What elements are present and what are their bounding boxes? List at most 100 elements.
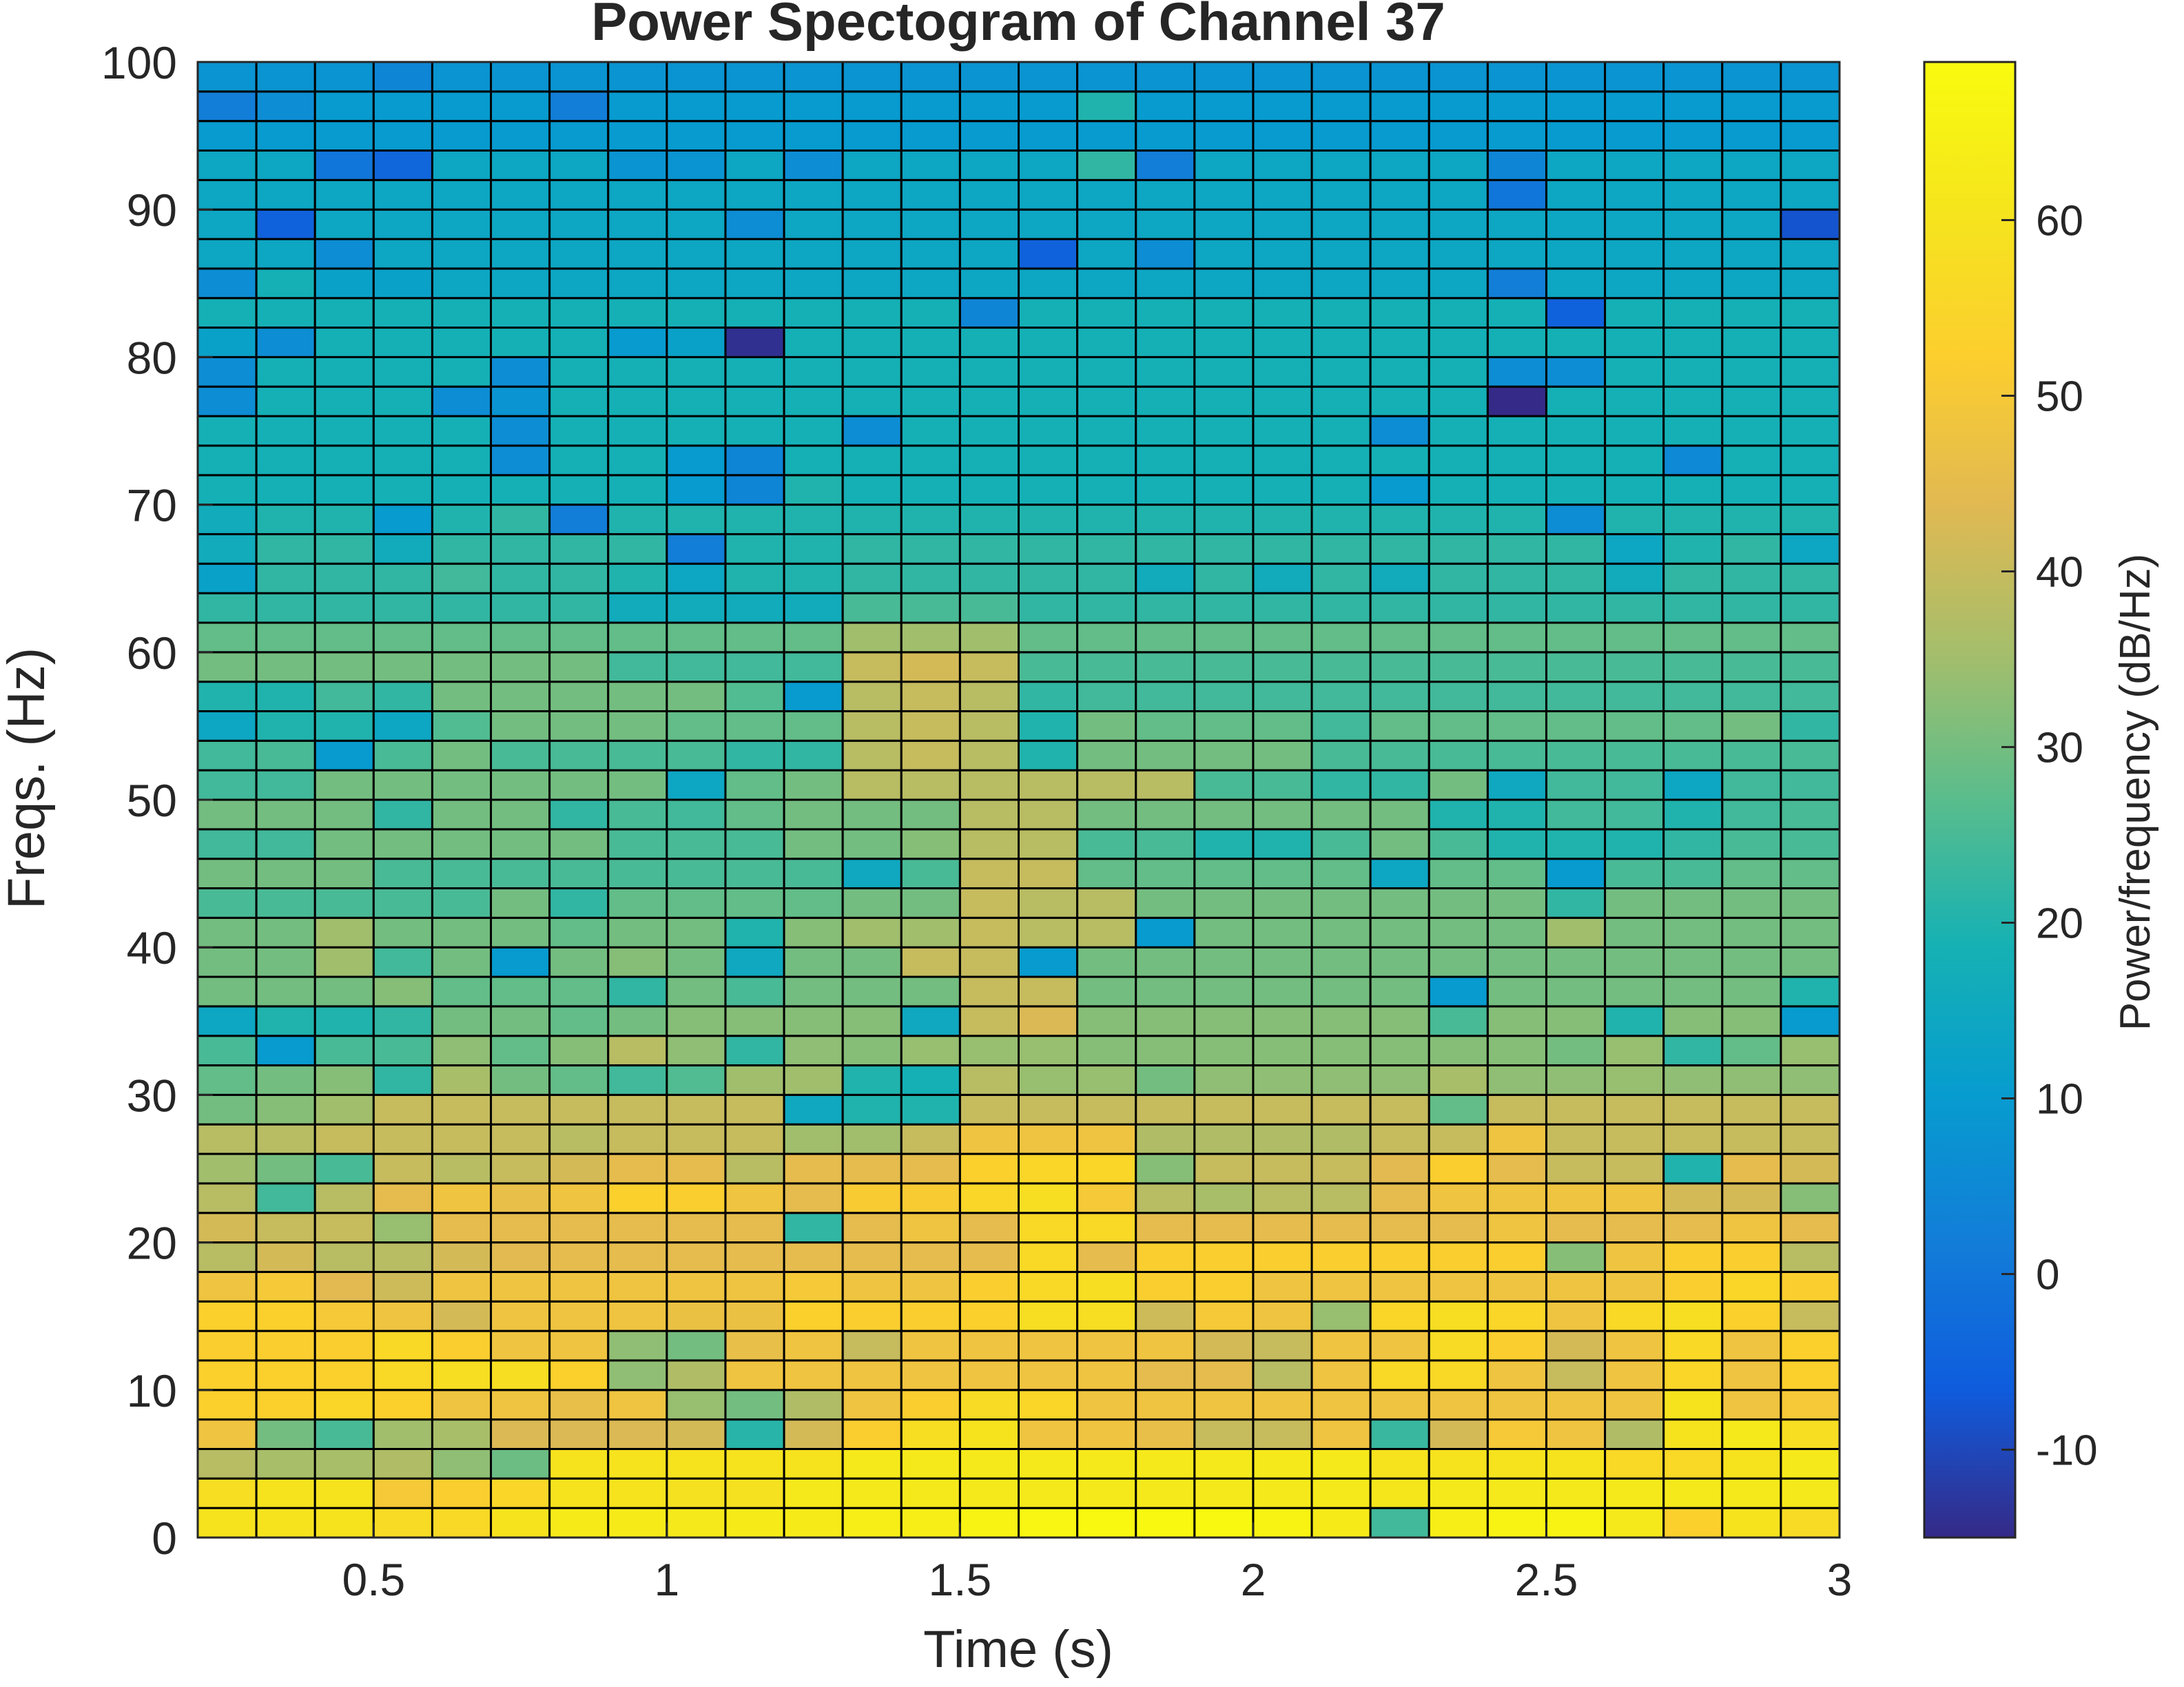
- colorbar-tick-label: -10: [2036, 1427, 2098, 1475]
- heatmap-cell: [1780, 858, 1841, 890]
- heatmap-cell: [313, 61, 375, 93]
- heatmap-cell: [724, 444, 785, 477]
- heatmap-cell: [1252, 1418, 1313, 1450]
- heatmap-cell: [1018, 1035, 1079, 1067]
- heatmap-cell: [666, 651, 727, 683]
- heatmap-cell: [1662, 327, 1724, 358]
- heatmap-cell: [1369, 444, 1430, 477]
- heatmap-cell: [1135, 1389, 1196, 1421]
- heatmap-cell: [1018, 1152, 1079, 1185]
- heatmap-cell: [431, 975, 493, 1008]
- heatmap-cell: [255, 1035, 316, 1067]
- heatmap-cell: [900, 1477, 961, 1509]
- heatmap-cell: [313, 238, 375, 270]
- heatmap-cell: [1135, 798, 1196, 831]
- heatmap-cell: [724, 1005, 785, 1037]
- heatmap-cell: [900, 120, 961, 152]
- heatmap-cell: [1252, 1300, 1313, 1332]
- heatmap-cell: [1369, 887, 1430, 919]
- heatmap-cell: [196, 1300, 258, 1332]
- heatmap-cell: [1604, 798, 1665, 831]
- heatmap-cell: [1076, 739, 1137, 772]
- heatmap-cell: [1369, 1329, 1430, 1362]
- heatmap-cell: [1545, 238, 1607, 270]
- heatmap-cell: [313, 415, 375, 447]
- heatmap-cell: [1252, 504, 1313, 535]
- heatmap-cell: [1780, 385, 1841, 417]
- heatmap-cell: [548, 1005, 610, 1037]
- heatmap-cell: [1369, 1035, 1430, 1067]
- heatmap-cell: [548, 1270, 610, 1303]
- heatmap-cell: [1135, 1241, 1196, 1273]
- heatmap-cell: [431, 828, 493, 860]
- heatmap-cell: [313, 916, 375, 949]
- heatmap-cell: [1721, 532, 1782, 565]
- heatmap-cell: [1721, 1152, 1782, 1185]
- heatmap-cell: [431, 327, 493, 358]
- heatmap-cell: [607, 621, 668, 654]
- heatmap-cell: [724, 1359, 785, 1391]
- heatmap-cell: [1076, 61, 1137, 93]
- heatmap-cell: [196, 90, 258, 123]
- heatmap-cell: [724, 1300, 785, 1332]
- heatmap-cell: [1604, 1123, 1665, 1155]
- heatmap-cell: [724, 208, 785, 240]
- heatmap-cell: [548, 1389, 610, 1421]
- heatmap-cell: [900, 1447, 961, 1480]
- heatmap-cell: [372, 1418, 433, 1450]
- heatmap-cell: [255, 975, 316, 1008]
- heatmap-cell: [1780, 946, 1841, 978]
- heatmap-cell: [607, 1093, 668, 1126]
- heatmap-cell: [1486, 1359, 1547, 1391]
- heatmap-cell: [607, 1507, 668, 1539]
- heatmap-cell: [1604, 504, 1665, 535]
- heatmap-cell: [548, 1477, 610, 1509]
- heatmap-cell: [1486, 1093, 1547, 1126]
- heatmap-cell: [1310, 946, 1372, 978]
- heatmap-cell: [1780, 769, 1841, 801]
- heatmap-cell: [548, 504, 610, 535]
- heatmap-cell: [900, 916, 961, 949]
- heatmap-cell: [900, 1359, 961, 1391]
- heatmap-cell: [548, 474, 610, 506]
- heatmap-cell: [1604, 61, 1665, 93]
- heatmap-cell: [1721, 415, 1782, 447]
- heatmap-cell: [1252, 1093, 1313, 1126]
- heatmap-cell: [1135, 238, 1196, 270]
- heatmap-cell: [1076, 769, 1137, 801]
- heatmap-cell: [431, 858, 493, 890]
- heatmap-cell: [548, 1182, 610, 1214]
- heatmap-cell: [1721, 474, 1782, 506]
- heatmap-cell: [1018, 798, 1079, 831]
- heatmap-cell: [1018, 975, 1079, 1008]
- heatmap-cell: [548, 238, 610, 270]
- heatmap-cell: [1428, 208, 1489, 240]
- heatmap-cell: [196, 621, 258, 654]
- heatmap-cell: [1545, 149, 1607, 181]
- heatmap-cell: [1604, 297, 1665, 329]
- heatmap-cell: [958, 415, 1020, 447]
- heatmap-cell: [548, 149, 610, 181]
- heatmap-cell: [841, 238, 903, 270]
- heatmap-cell: [196, 267, 258, 300]
- heatmap-cell: [1604, 444, 1665, 477]
- heatmap-cell: [724, 769, 785, 801]
- heatmap-cell: [607, 474, 668, 506]
- heatmap-cell: [255, 1241, 316, 1273]
- heatmap-cell: [1135, 592, 1196, 624]
- heatmap-cell: [958, 61, 1020, 93]
- heatmap-cell: [1662, 297, 1724, 329]
- heatmap-cell: [1428, 474, 1489, 506]
- heatmap-cell: [900, 1270, 961, 1303]
- heatmap-cell: [783, 1447, 844, 1480]
- heatmap-cell: [1135, 769, 1196, 801]
- heatmap-cell: [255, 149, 316, 181]
- heatmap-cell: [431, 1418, 493, 1450]
- heatmap-cell: [372, 887, 433, 919]
- heatmap-cell: [548, 651, 610, 683]
- heatmap-cell: [783, 828, 844, 860]
- heatmap-cell: [548, 710, 610, 742]
- heatmap-cell: [196, 1182, 258, 1214]
- heatmap-cell: [841, 267, 903, 300]
